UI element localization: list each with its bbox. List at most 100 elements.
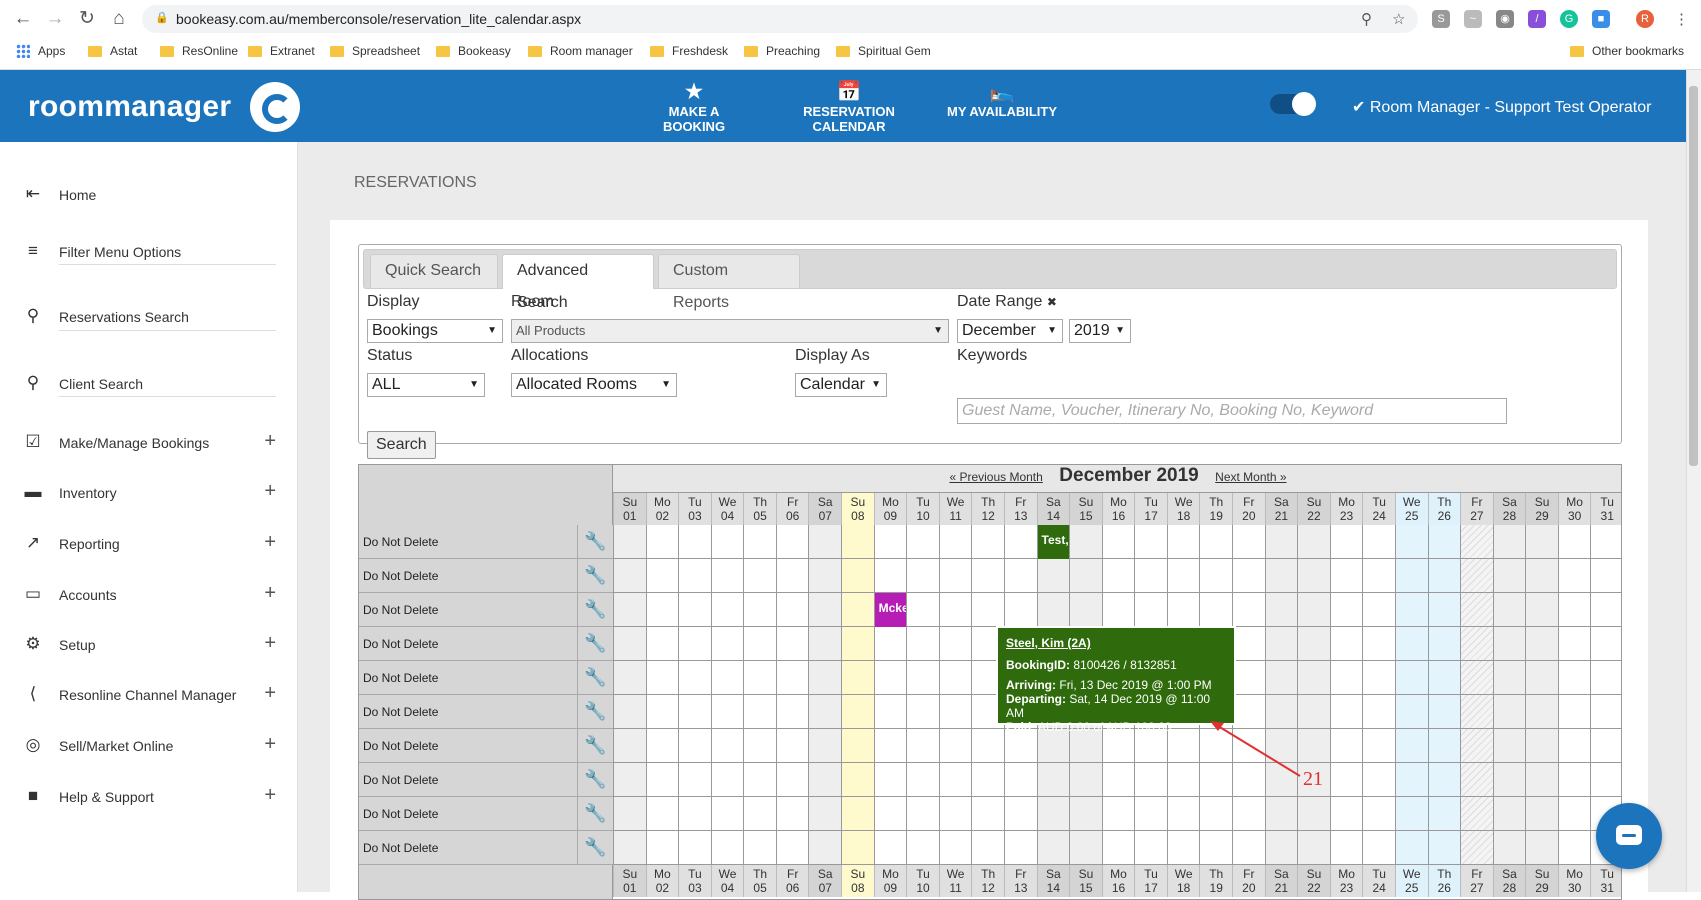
- calendar-cell[interactable]: [710, 627, 744, 661]
- url-text[interactable]: bookeasy.com.au/memberconsole/reservatio…: [176, 11, 582, 27]
- calendar-cell[interactable]: [613, 525, 646, 559]
- calendar-cell[interactable]: [678, 661, 711, 695]
- calendar-cell[interactable]: [1232, 559, 1265, 593]
- calendar-cell[interactable]: [1264, 525, 1298, 559]
- calendar-cell[interactable]: [1362, 763, 1395, 797]
- room-select[interactable]: All Products ▼: [511, 319, 949, 343]
- calendar-cell[interactable]: [906, 831, 939, 865]
- status-select[interactable]: ALL ▼: [367, 373, 485, 397]
- calendar-cell[interactable]: [1492, 627, 1526, 661]
- calendar-cell[interactable]: [1492, 525, 1526, 559]
- calendar-cell[interactable]: [1590, 695, 1621, 729]
- calendar-cell[interactable]: [906, 661, 939, 695]
- calendar-cell[interactable]: [971, 831, 1004, 865]
- calendar-cell[interactable]: [1199, 831, 1233, 865]
- calendar-cell[interactable]: [1492, 831, 1526, 865]
- calendar-cell[interactable]: [613, 559, 646, 593]
- calendar-cell[interactable]: [906, 763, 939, 797]
- calendar-cell[interactable]: [1232, 593, 1265, 627]
- calendar-cell[interactable]: [808, 763, 842, 797]
- bookmark-preaching[interactable]: Preaching: [744, 42, 820, 60]
- calendar-cell[interactable]: [1427, 797, 1461, 831]
- calendar-cell[interactable]: [1134, 559, 1167, 593]
- calendar-cell[interactable]: [1329, 627, 1363, 661]
- calendar-cell[interactable]: [1003, 525, 1037, 559]
- calendar-cell[interactable]: [808, 797, 842, 831]
- calendar-cell[interactable]: [906, 797, 939, 831]
- calendar-cell[interactable]: [1427, 525, 1461, 559]
- other-bookmarks[interactable]: Other bookmarks: [1570, 42, 1684, 60]
- calendar-cell[interactable]: [938, 559, 972, 593]
- calendar-cell[interactable]: [710, 763, 744, 797]
- calendar-cell[interactable]: [1297, 661, 1330, 695]
- calendar-cell[interactable]: [906, 627, 939, 661]
- calendar-cell[interactable]: [1525, 627, 1558, 661]
- calendar-cell[interactable]: [645, 661, 679, 695]
- booking-block[interactable]: Test,: [1037, 525, 1070, 559]
- calendar-cell[interactable]: [971, 525, 1004, 559]
- calendar-cell[interactable]: [873, 661, 907, 695]
- calendar-cell[interactable]: [645, 559, 679, 593]
- calendar-cell[interactable]: [841, 627, 874, 661]
- calendar-cell[interactable]: [1557, 831, 1591, 865]
- calendar-cell[interactable]: [645, 729, 679, 763]
- calendar-cell[interactable]: [743, 661, 776, 695]
- calendar-cell[interactable]: [775, 763, 809, 797]
- calendar-cell[interactable]: [613, 627, 646, 661]
- menu-icon[interactable]: ⋮: [1674, 11, 1689, 28]
- calendar-cell[interactable]: [710, 729, 744, 763]
- grammarly-icon[interactable]: G: [1560, 10, 1578, 28]
- calendar-cell[interactable]: [710, 661, 744, 695]
- wrench-icon[interactable]: 🔧: [577, 627, 613, 661]
- calendar-cell[interactable]: [841, 593, 874, 627]
- calendar-cell[interactable]: [775, 559, 809, 593]
- calendar-cell[interactable]: [775, 661, 809, 695]
- calendar-cell[interactable]: [906, 729, 939, 763]
- zoom-icon[interactable]: ⚲: [1361, 11, 1372, 28]
- bookmark-spreadsheet[interactable]: Spreadsheet: [330, 42, 420, 60]
- expand-icon[interactable]: +: [264, 682, 276, 704]
- calendar-cell[interactable]: [1297, 525, 1330, 559]
- calendar-cell[interactable]: [1427, 831, 1461, 865]
- calendar-cell[interactable]: [1460, 593, 1493, 627]
- calendar-cell[interactable]: [1003, 763, 1037, 797]
- calendar-cell[interactable]: [1557, 797, 1591, 831]
- calendar-cell[interactable]: [775, 695, 809, 729]
- calendar-cell[interactable]: [808, 525, 842, 559]
- calendar-cell[interactable]: [775, 831, 809, 865]
- sidebar-item-home[interactable]: ⇤ Home: [22, 178, 284, 218]
- calendar-cell[interactable]: [743, 525, 776, 559]
- calendar-cell[interactable]: [1329, 559, 1363, 593]
- month-select[interactable]: December ▼: [957, 319, 1063, 343]
- calendar-cell[interactable]: [1232, 627, 1265, 661]
- calendar-cell[interactable]: [645, 593, 679, 627]
- calendar-cell[interactable]: [971, 729, 1004, 763]
- expand-icon[interactable]: +: [264, 480, 276, 502]
- calendar-cell[interactable]: [1166, 831, 1200, 865]
- calendar-cell[interactable]: [1362, 559, 1395, 593]
- calendar-cell[interactable]: [1166, 525, 1200, 559]
- calendar-cell[interactable]: [1329, 763, 1363, 797]
- calendar-cell[interactable]: [1460, 559, 1493, 593]
- wrench-icon[interactable]: 🔧: [577, 593, 613, 627]
- calendar-cell[interactable]: [1069, 831, 1102, 865]
- wrench-icon[interactable]: 🔧: [577, 797, 613, 831]
- calendar-cell[interactable]: [1525, 559, 1558, 593]
- calendar-cell[interactable]: [1492, 695, 1526, 729]
- wrench-icon[interactable]: 🔧: [577, 559, 613, 593]
- calendar-cell[interactable]: [1427, 729, 1461, 763]
- calendar-cell[interactable]: [1362, 661, 1395, 695]
- calendar-cell[interactable]: [1264, 695, 1298, 729]
- calendar-cell[interactable]: [1069, 525, 1102, 559]
- sidebar-item-help-support[interactable]: ■ Help & Support +: [22, 780, 284, 820]
- nav-reservation-calendar[interactable]: 📅 RESERVATION CALENDAR: [767, 80, 931, 134]
- wrench-icon[interactable]: 🔧: [577, 695, 613, 729]
- calendar-cell[interactable]: [1460, 763, 1493, 797]
- calendar-cell[interactable]: [1036, 831, 1070, 865]
- calendar-cell[interactable]: [1460, 661, 1493, 695]
- calendar-cell[interactable]: [1394, 797, 1428, 831]
- calendar-cell[interactable]: [873, 525, 907, 559]
- calendar-cell[interactable]: [1394, 593, 1428, 627]
- calendar-cell[interactable]: [1329, 695, 1363, 729]
- calendar-cell[interactable]: [1557, 729, 1591, 763]
